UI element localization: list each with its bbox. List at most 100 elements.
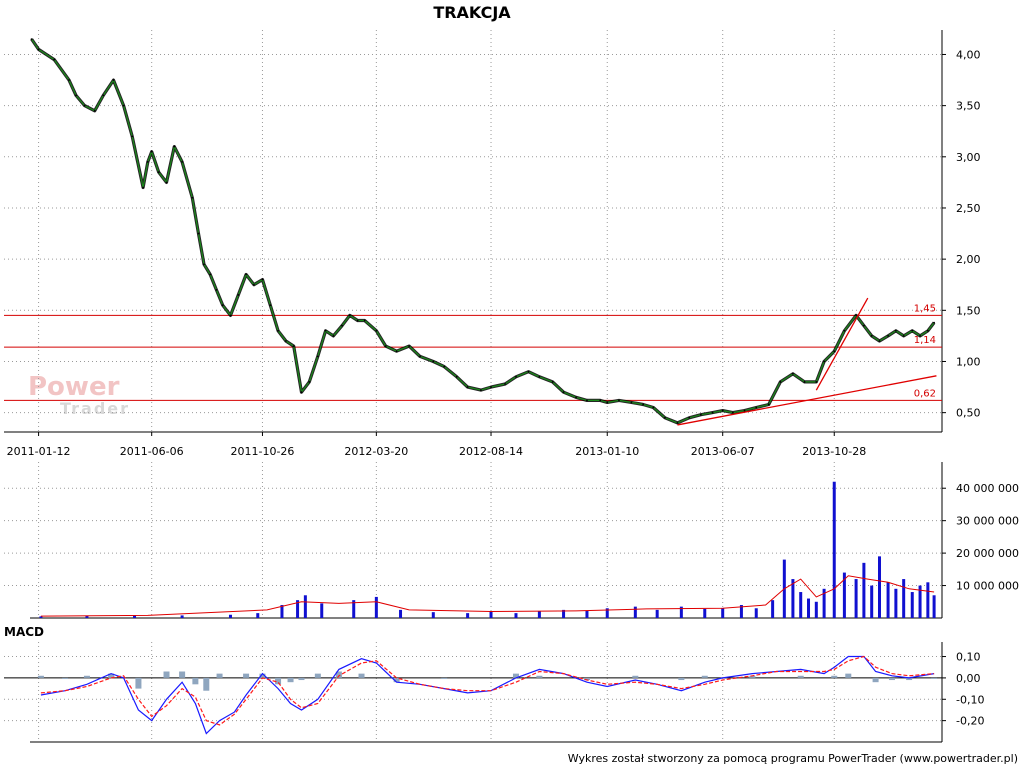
volume-bar <box>537 611 541 618</box>
price-point <box>316 355 319 358</box>
price-x-tick-label: 2011-06-06 <box>120 445 184 458</box>
price-point <box>823 360 826 363</box>
price-point <box>37 48 40 51</box>
volume-bar <box>932 595 936 618</box>
volume-bar <box>489 611 493 618</box>
macd-label: MACD <box>4 625 44 639</box>
price-point <box>919 334 921 337</box>
price-point <box>711 411 714 414</box>
price-point <box>375 329 378 332</box>
price-point <box>384 345 387 348</box>
price-point <box>341 324 343 327</box>
price-y-tick-label: 1,00 <box>956 355 981 368</box>
price-y-tick-label: 0,50 <box>956 407 981 420</box>
price-series <box>30 38 936 425</box>
volume-bar <box>679 606 683 618</box>
volume-bar <box>771 600 775 618</box>
macd-histogram-bar <box>163 671 170 678</box>
macd-histogram-bar <box>888 677 895 681</box>
price-point <box>755 406 758 409</box>
price-x-tick-label: 2013-01-10 <box>575 445 639 458</box>
macd-histogram-bar <box>393 677 400 683</box>
level-label: 0,62 <box>914 388 936 399</box>
volume-bar <box>180 615 184 618</box>
price-x-tick-label: 2012-08-14 <box>459 445 523 458</box>
price-point <box>455 375 458 378</box>
price-point <box>815 381 818 383</box>
price-point <box>83 104 86 107</box>
macd-y-tick-label: 0,10 <box>956 651 981 664</box>
price-point <box>332 334 335 337</box>
watermark-power: Power <box>28 372 120 402</box>
price-point <box>75 94 77 97</box>
macd-histogram-bar <box>441 677 448 679</box>
volume-bar <box>352 600 356 618</box>
price-point <box>575 396 577 399</box>
volume-bar <box>39 616 43 618</box>
trendline <box>677 375 937 426</box>
price-y-tick-label: 2,00 <box>956 253 981 266</box>
price-point <box>165 181 168 184</box>
price-point <box>443 365 446 368</box>
macd-histogram-bar <box>749 675 756 678</box>
price-y-tick-label: 2,50 <box>956 202 981 215</box>
price-point <box>93 109 96 112</box>
volume-bar <box>918 585 922 618</box>
price-point <box>606 401 609 404</box>
volume-bar <box>133 615 137 618</box>
volume-bar <box>374 596 378 618</box>
price-point <box>878 340 881 342</box>
price-point <box>102 94 105 97</box>
watermark: Power Trader <box>28 372 128 418</box>
volume-bar <box>466 613 470 618</box>
volume-bar <box>721 608 725 618</box>
price-point <box>131 135 134 138</box>
price-y-ticks: 4,00 3,50 3,00 2,50 2,00 1,50 1,00 0,50 <box>942 48 981 420</box>
price-point <box>479 389 482 392</box>
macd-histogram-bar <box>512 673 519 678</box>
price-point <box>245 273 247 276</box>
price-point <box>68 79 70 81</box>
volume-y-tick-label: 20 000 000 <box>956 547 1019 560</box>
volume-bar <box>633 606 637 618</box>
volume-bar <box>585 610 589 618</box>
price-point <box>538 375 541 378</box>
macd-histogram-bar <box>216 673 223 678</box>
chart-title: TRAKCJA <box>433 3 511 22</box>
price-point <box>30 38 33 41</box>
price-point <box>150 150 153 153</box>
price-point <box>356 319 359 322</box>
price-point <box>688 416 691 419</box>
price-point <box>432 360 435 363</box>
price-point <box>599 399 602 402</box>
macd-histogram-bar <box>845 673 852 678</box>
volume-bar <box>926 582 930 618</box>
price-levels: 1,45 1,14 0,62 <box>4 303 942 401</box>
macd-histogram-bar <box>37 675 44 678</box>
price-point <box>203 263 205 266</box>
price-point <box>197 232 200 235</box>
volume-bar <box>655 609 659 618</box>
price-y-tick-label: 3,00 <box>956 151 981 164</box>
macd-histogram-bar <box>831 675 838 678</box>
volume-bar <box>854 579 858 618</box>
price-point <box>112 79 115 81</box>
price-point <box>466 386 469 388</box>
price-point <box>833 350 836 353</box>
price-point <box>348 314 351 317</box>
price-trendlines <box>677 297 937 426</box>
price-point <box>395 350 398 353</box>
volume-bar <box>739 605 743 618</box>
volume-bar <box>877 556 881 618</box>
price-point <box>887 334 889 337</box>
price-point <box>191 196 194 199</box>
price-point <box>215 288 218 291</box>
macd-y-tick-label: -0,10 <box>956 693 984 706</box>
price-y-tick-label: 1,50 <box>956 304 981 317</box>
price-point <box>252 283 255 286</box>
volume-y-tick-label: 10 000 000 <box>956 580 1019 593</box>
volume-bar <box>296 600 300 618</box>
price-point <box>676 421 679 424</box>
volume-bar <box>280 605 284 618</box>
macd-histogram-bar <box>678 677 685 681</box>
